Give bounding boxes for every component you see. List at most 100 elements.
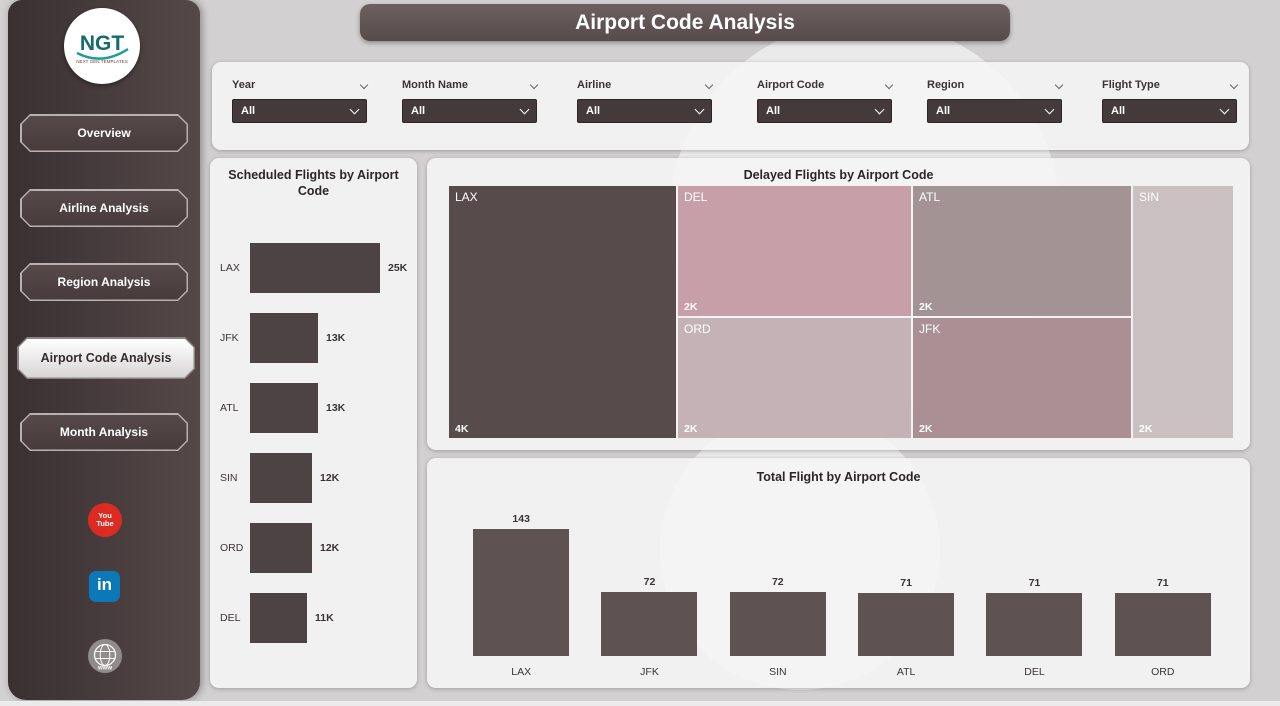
chart-title: Total Flight by Airport Code bbox=[756, 470, 921, 484]
column-bar[interactable] bbox=[986, 593, 1083, 656]
logo-swoosh bbox=[76, 47, 129, 60]
category-label: SIN bbox=[220, 472, 238, 484]
hbar[interactable] bbox=[250, 593, 307, 643]
column-bar[interactable] bbox=[1114, 593, 1211, 656]
hbar-row: JFK 13K bbox=[220, 303, 410, 373]
column-bar[interactable] bbox=[729, 592, 826, 656]
chevron-down-icon[interactable] bbox=[359, 80, 369, 90]
category-label: LAX bbox=[220, 262, 240, 274]
hbar[interactable] bbox=[250, 383, 318, 433]
treemap-cell-label: SIN bbox=[1139, 190, 1160, 204]
filter-value: All bbox=[1111, 105, 1126, 117]
chevron-down-icon[interactable] bbox=[1054, 80, 1064, 90]
column-category-label: ATL bbox=[896, 666, 916, 678]
treemap-cell-value: 2K bbox=[684, 423, 698, 435]
category-label: JFK bbox=[220, 332, 239, 344]
treemap-cell-label: ATL bbox=[919, 190, 941, 204]
column-value-label: 143 bbox=[512, 513, 530, 525]
hbar[interactable] bbox=[250, 453, 312, 503]
chart-title: Scheduled Flights by Airport Code bbox=[228, 168, 399, 198]
filter-value: All bbox=[411, 105, 426, 117]
column-slot: 72 JFK bbox=[585, 504, 713, 678]
column-value-label: 71 bbox=[1156, 577, 1169, 589]
ngt-logo: NGT NEXT GEN TEMPLATES bbox=[64, 8, 140, 84]
column-category-label: SIN bbox=[769, 666, 787, 678]
filter-region: Region All bbox=[927, 76, 1064, 123]
chevron-down-icon[interactable] bbox=[704, 80, 714, 90]
filter-dropdown-region[interactable]: All bbox=[927, 99, 1062, 123]
treemap-cell-atl[interactable]: ATL 2K bbox=[913, 186, 1131, 316]
chevron-down-icon[interactable] bbox=[529, 80, 539, 90]
value-label: 11K bbox=[315, 612, 334, 624]
chevron-down-icon[interactable] bbox=[1229, 80, 1239, 90]
column-bar[interactable] bbox=[858, 593, 955, 656]
filter-label: Airport Code bbox=[757, 79, 825, 91]
chevron-down-icon bbox=[519, 104, 530, 115]
column-category-label: JFK bbox=[640, 666, 659, 678]
column-chart: 143 LAX 72 JFK 72 SIN 71 ATL 71 DEL 71 O… bbox=[457, 504, 1227, 678]
hbar[interactable] bbox=[250, 523, 312, 573]
filter-dropdown-airport-code[interactable]: All bbox=[757, 99, 892, 123]
scheduled-flights-panel: Scheduled Flights by Airport Code LAX 25… bbox=[210, 158, 417, 688]
category-label: ATL bbox=[220, 402, 239, 414]
sidebar-item-region-analysis[interactable]: Region Analysis bbox=[20, 263, 188, 301]
filter-airline: Airline All bbox=[577, 76, 714, 123]
linkedin-label: in bbox=[96, 575, 113, 594]
filter-airport-code: Airport Code All bbox=[757, 76, 894, 123]
column-bar[interactable] bbox=[601, 592, 698, 656]
treemap-cell-value: 2K bbox=[919, 301, 933, 313]
column-value-label: 71 bbox=[1028, 577, 1041, 589]
logo-text: NGT bbox=[80, 32, 125, 55]
chevron-down-icon bbox=[1219, 104, 1230, 115]
sidebar-item-airport-code-analysis[interactable]: Airport Code Analysis bbox=[17, 337, 195, 379]
treemap-cell-label: LAX bbox=[455, 190, 478, 204]
sidebar-item-airline-analysis[interactable]: Airline Analysis bbox=[20, 189, 188, 227]
web-label: www bbox=[97, 666, 112, 672]
hbar-chart: LAX 25K JFK 13K ATL 13K SIN 12K ORD 12K … bbox=[220, 233, 410, 653]
chevron-down-icon[interactable] bbox=[884, 80, 894, 90]
column-category-label: LAX bbox=[511, 666, 532, 678]
column-slot: 71 DEL bbox=[970, 504, 1098, 678]
value-label: 25K bbox=[388, 262, 408, 274]
treemap-cell-lax[interactable]: LAX 4K bbox=[449, 186, 676, 438]
youtube-label: You Tube bbox=[96, 511, 114, 528]
chevron-down-icon bbox=[874, 104, 885, 115]
filter-label: Region bbox=[927, 79, 965, 91]
hbar[interactable] bbox=[250, 313, 318, 363]
filter-month-name: Month Name All bbox=[402, 76, 539, 123]
chart-title: Delayed Flights by Airport Code bbox=[743, 168, 934, 182]
filter-dropdown-airline[interactable]: All bbox=[577, 99, 712, 123]
column-value-label: 72 bbox=[643, 576, 656, 588]
column-value-label: 72 bbox=[771, 576, 784, 588]
filter-value: All bbox=[586, 105, 601, 117]
linkedin-icon[interactable]: in bbox=[89, 571, 120, 602]
filter-dropdown-year[interactable]: All bbox=[232, 99, 367, 123]
hbar-row: DEL 11K bbox=[220, 583, 410, 653]
web-globe-icon[interactable]: www bbox=[88, 639, 122, 673]
page-title-text: Airport Code Analysis bbox=[575, 10, 795, 34]
treemap-cell-jfk[interactable]: JFK 2K bbox=[913, 318, 1131, 438]
filter-panel: Year All Month Name All Airline All Airp… bbox=[212, 62, 1249, 150]
column-category-label: DEL bbox=[1024, 666, 1045, 678]
sidebar-item-month-analysis[interactable]: Month Analysis bbox=[20, 413, 188, 451]
treemap-cell-del[interactable]: DEL 2K bbox=[678, 186, 911, 316]
column-value-label: 71 bbox=[900, 577, 912, 589]
hbar-row: ORD 12K bbox=[220, 513, 410, 583]
ngt-logo-graphic: NGT NEXT GEN TEMPLATES bbox=[76, 32, 129, 64]
column-bar[interactable] bbox=[473, 529, 570, 656]
sidebar-item-overview[interactable]: Overview bbox=[20, 114, 188, 152]
column-slot: 71 ATL bbox=[842, 504, 970, 678]
filter-dropdown-month-name[interactable]: All bbox=[402, 99, 537, 123]
treemap-cell-label: JFK bbox=[919, 322, 941, 336]
category-label: ORD bbox=[220, 542, 244, 554]
treemap-cell-ord[interactable]: ORD 2K bbox=[678, 318, 911, 438]
sidebar-item-label: Month Analysis bbox=[59, 425, 149, 439]
filter-label: Year bbox=[232, 79, 256, 91]
treemap-cell-sin[interactable]: SIN 2K bbox=[1133, 186, 1233, 438]
chevron-down-icon bbox=[694, 104, 705, 115]
filter-value: All bbox=[766, 105, 781, 117]
youtube-icon[interactable]: You Tube bbox=[88, 503, 122, 537]
hbar[interactable] bbox=[250, 243, 380, 293]
filter-dropdown-flight-type[interactable]: All bbox=[1102, 99, 1237, 123]
treemap-cell-label: DEL bbox=[684, 190, 708, 204]
